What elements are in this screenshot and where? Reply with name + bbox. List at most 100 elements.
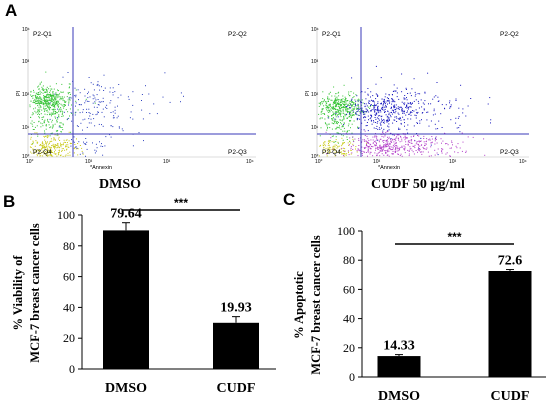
event-dot [62, 105, 64, 107]
event-dot [459, 147, 461, 149]
event-dot [39, 82, 41, 84]
event-dot [388, 155, 390, 157]
event-dot [118, 127, 120, 129]
event-dot [403, 145, 405, 147]
event-dot [38, 92, 40, 93]
event-dot [36, 96, 38, 98]
event-dot [30, 138, 32, 140]
event-dot [373, 127, 375, 129]
event-dot [366, 143, 367, 145]
event-dot [349, 120, 351, 122]
event-dot [54, 104, 55, 106]
event-dot [407, 124, 409, 126]
event-dot [52, 100, 54, 102]
event-dot [318, 155, 320, 157]
event-dot [36, 97, 38, 99]
event-dot [42, 102, 44, 104]
event-dot [44, 98, 45, 100]
event-dot [384, 106, 386, 108]
event-dot [406, 104, 408, 106]
event-dot [58, 115, 60, 117]
event-dot [331, 106, 333, 108]
event-dot [389, 101, 391, 103]
event-dot [120, 94, 122, 96]
category-label: DMSO [378, 389, 420, 404]
event-dot [332, 111, 334, 113]
event-dot [395, 137, 397, 139]
event-dot [338, 91, 340, 93]
x-tick-label: 10³ [163, 159, 171, 165]
event-dot [369, 143, 371, 145]
event-dot [361, 99, 363, 101]
event-dot [56, 94, 58, 96]
event-dot [47, 118, 49, 120]
event-dot [455, 117, 457, 119]
event-dot [457, 117, 459, 119]
event-dot [51, 112, 53, 114]
event-dot [465, 152, 467, 153]
event-dot [409, 92, 411, 94]
event-dot [64, 101, 65, 103]
event-dot [43, 89, 45, 91]
event-dot [38, 103, 40, 105]
event-dot [327, 107, 329, 109]
event-dot [85, 143, 86, 145]
event-dot [54, 113, 56, 115]
event-dot [46, 109, 48, 111]
event-dot [407, 149, 409, 151]
event-dot [335, 112, 337, 114]
event-dot [365, 145, 367, 147]
event-dot [55, 92, 57, 94]
event-dot [47, 135, 49, 137]
event-dot [385, 120, 387, 122]
event-dot [381, 149, 383, 151]
event-dot [341, 153, 343, 155]
bar [377, 356, 421, 377]
event-dot [461, 150, 463, 152]
event-dot [334, 144, 336, 146]
quadrant-label-q3: P2-Q3 [228, 149, 247, 156]
event-dot [381, 147, 383, 149]
event-dot [102, 125, 104, 127]
event-dot [114, 106, 116, 108]
event-dot [332, 148, 334, 150]
event-dot [331, 135, 333, 137]
event-dot [80, 104, 82, 106]
event-dot [458, 107, 460, 109]
event-dot [377, 148, 379, 150]
event-dot [359, 101, 361, 103]
event-dot [359, 150, 361, 152]
y-tick-label: 10° [22, 154, 30, 160]
event-dot [48, 88, 50, 90]
flow-x-axis-label: *Annexin [378, 165, 400, 171]
event-dot [56, 103, 58, 105]
event-dot [411, 149, 413, 151]
event-dot [76, 125, 78, 127]
event-dot [59, 108, 61, 110]
event-dot [367, 106, 369, 108]
event-dot [350, 127, 351, 129]
event-dot [34, 110, 36, 112]
event-dot [354, 107, 356, 109]
event-dot [336, 103, 338, 105]
event-dot [41, 123, 43, 125]
event-dot [132, 91, 134, 93]
event-dot [352, 101, 354, 103]
event-dot [57, 144, 59, 146]
event-dot [127, 96, 129, 98]
event-dot [338, 107, 340, 108]
event-dot [417, 148, 419, 150]
event-dot [412, 151, 414, 153]
event-dot [95, 114, 97, 116]
event-dot [58, 154, 60, 156]
event-dot [337, 92, 339, 94]
event-dot [54, 149, 56, 151]
event-dot [401, 101, 403, 103]
event-dot [392, 139, 394, 141]
event-dot [337, 141, 339, 143]
y-tick-label: 100 [57, 208, 75, 222]
event-dot [61, 91, 63, 93]
event-dot [63, 139, 65, 141]
event-dot [68, 101, 70, 103]
event-dot [101, 124, 102, 126]
